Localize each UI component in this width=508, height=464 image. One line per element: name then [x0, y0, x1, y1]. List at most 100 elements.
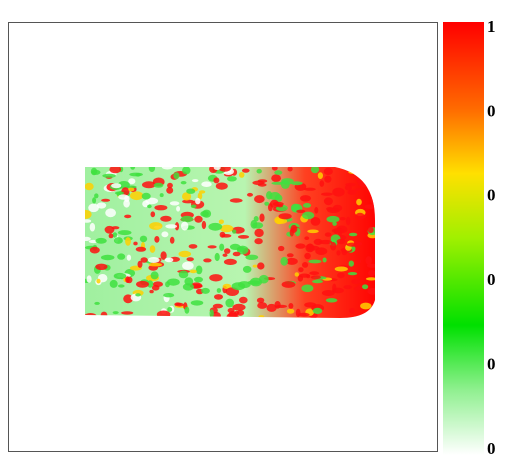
speckle	[226, 312, 239, 318]
speckle	[222, 283, 232, 290]
speckle	[327, 207, 340, 213]
speckle	[207, 245, 217, 249]
speckle	[147, 204, 152, 209]
speckle	[288, 303, 294, 309]
speckle	[266, 303, 277, 312]
speckle	[117, 253, 126, 260]
speckle	[227, 176, 237, 182]
speckle	[264, 201, 270, 206]
speckle	[160, 251, 167, 260]
speckle	[238, 172, 245, 178]
speckle	[312, 279, 323, 284]
speckle	[161, 231, 169, 238]
speckle	[286, 308, 295, 314]
speckle	[176, 206, 181, 212]
speckle	[89, 222, 96, 232]
speckle	[252, 222, 264, 229]
colorbar-tick-label: 0	[487, 186, 496, 205]
speckle	[364, 204, 375, 209]
speckle	[212, 303, 223, 309]
speckle	[236, 309, 245, 316]
speckle	[266, 191, 273, 200]
speckle	[189, 269, 197, 274]
speckle	[85, 236, 91, 241]
speckle	[102, 173, 116, 178]
colorbar-ticks: 1 0 0 0 0 0	[487, 17, 496, 458]
speckle	[136, 280, 149, 288]
speckle	[216, 288, 222, 293]
speckle	[153, 182, 164, 188]
speckle	[356, 198, 362, 206]
speckle	[278, 245, 285, 252]
speckle	[182, 261, 194, 270]
speckle	[173, 172, 180, 180]
speckle	[201, 287, 210, 294]
speckle	[151, 285, 160, 291]
speckle	[259, 213, 265, 222]
speckle	[310, 275, 321, 280]
speckle	[227, 308, 235, 313]
speckle	[272, 201, 284, 207]
speckle	[95, 237, 107, 244]
speckle	[254, 195, 265, 204]
speckle	[150, 211, 156, 218]
speckle	[182, 283, 194, 291]
speckle	[290, 224, 298, 233]
speckle	[254, 238, 263, 245]
speckle	[167, 278, 180, 286]
speckle	[345, 216, 351, 226]
speckle	[208, 222, 223, 231]
speckle	[94, 301, 100, 305]
speckle	[337, 272, 345, 279]
speckle	[148, 262, 162, 267]
speckle	[218, 219, 224, 225]
speckle	[92, 197, 97, 204]
speckle	[232, 229, 237, 234]
speckle	[128, 187, 135, 192]
speckle	[334, 266, 348, 272]
speckle	[112, 232, 118, 238]
speckle	[154, 205, 168, 211]
speckle	[203, 258, 212, 263]
speckle	[126, 254, 132, 261]
speckle	[109, 167, 122, 174]
speckle	[148, 167, 156, 173]
speckle	[360, 302, 372, 310]
speckle	[133, 241, 138, 246]
speckle	[95, 263, 108, 270]
speckle	[257, 302, 268, 309]
speckle	[280, 256, 289, 266]
speckle	[294, 272, 299, 277]
colorbar-tick-label: 1	[487, 17, 496, 36]
speckle	[195, 197, 201, 205]
speckle	[286, 257, 298, 265]
speckle	[299, 273, 310, 278]
speckle	[194, 276, 203, 283]
speckle	[297, 312, 310, 317]
speckle	[209, 309, 214, 318]
speckle	[366, 263, 375, 268]
speckle	[166, 187, 174, 194]
speckle	[219, 231, 226, 238]
field-map	[85, 167, 375, 318]
speckle	[302, 203, 312, 208]
speckle	[195, 265, 203, 275]
speckle	[287, 167, 293, 172]
speckle	[167, 307, 173, 312]
speckle	[225, 298, 234, 308]
speckle	[239, 296, 248, 304]
speckle	[101, 198, 111, 202]
speckle	[231, 282, 246, 291]
speckle	[118, 284, 125, 288]
speckle	[339, 217, 346, 221]
speckle	[96, 278, 101, 284]
speckle	[254, 228, 264, 238]
speckle	[321, 192, 333, 196]
speckle	[281, 178, 294, 185]
speckle	[154, 236, 160, 243]
speckle	[180, 181, 187, 185]
speckle	[336, 250, 341, 256]
speckle	[165, 224, 178, 229]
speckle	[281, 281, 296, 288]
